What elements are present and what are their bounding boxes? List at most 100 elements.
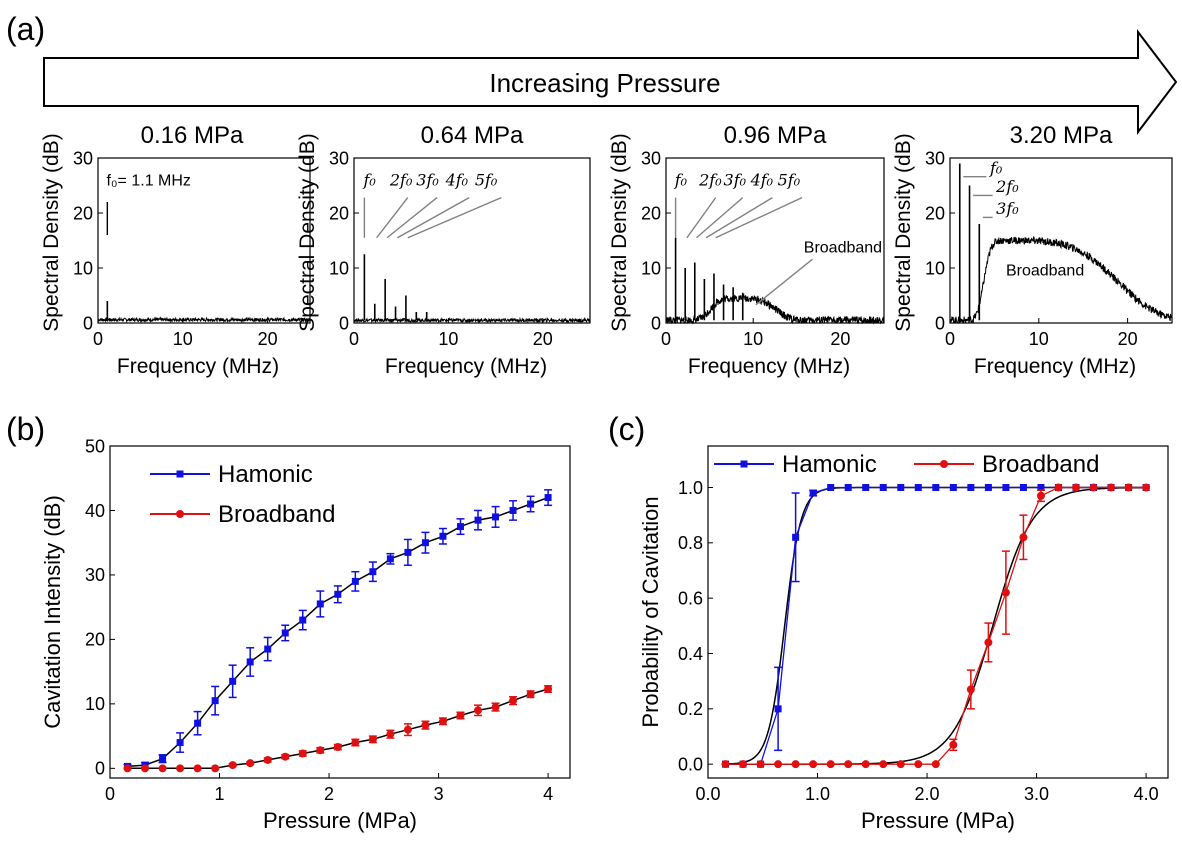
x-tick-label: 2.0 xyxy=(915,784,940,804)
data-point xyxy=(862,484,870,491)
data-point xyxy=(984,484,992,491)
annotation-leader xyxy=(715,196,803,239)
y-tick-label: 10 xyxy=(925,258,945,278)
y-tick-label: 0 xyxy=(95,759,105,779)
y-tick-label: 20 xyxy=(73,203,93,223)
x-tick-label: 20 xyxy=(258,329,278,349)
data-point xyxy=(792,533,800,541)
legend-marker xyxy=(940,460,948,468)
y-tick-label: 0.2 xyxy=(678,699,703,719)
y-tick-label: 30 xyxy=(641,148,661,168)
y-tick-label: 40 xyxy=(85,501,105,521)
series-line xyxy=(725,486,1147,765)
y-tick-label: 10 xyxy=(329,258,349,278)
data-point xyxy=(527,500,535,508)
data-point xyxy=(386,555,394,563)
plot-frame xyxy=(949,157,1173,324)
data-point xyxy=(159,755,167,763)
data-point xyxy=(544,685,553,694)
data-point xyxy=(403,725,412,734)
data-point xyxy=(1002,484,1010,491)
x-axis-label: Pressure (MPa) xyxy=(263,808,417,833)
data-point xyxy=(351,738,360,747)
data-point xyxy=(123,764,132,773)
y-axis-label: Spectral Density (dB) xyxy=(296,133,319,331)
x-tick-label: 0.0 xyxy=(695,784,720,804)
data-point xyxy=(263,755,272,764)
data-point xyxy=(299,616,307,624)
x-axis-label: Frequency (MHz) xyxy=(688,355,850,378)
plot-frame xyxy=(97,157,311,324)
harmonic-label: 3f₀ xyxy=(996,199,1019,218)
y-tick-label: 20 xyxy=(925,203,945,223)
data-point xyxy=(861,760,870,769)
data-point xyxy=(316,600,324,608)
data-point xyxy=(492,513,500,521)
data-point xyxy=(949,484,957,491)
data-point xyxy=(193,764,202,773)
y-tick-label: 20 xyxy=(329,203,349,223)
data-point xyxy=(774,705,782,713)
spectrum-trace xyxy=(353,316,591,324)
data-point xyxy=(281,629,289,637)
data-point xyxy=(176,764,185,773)
harmonic-label: 5f₀ xyxy=(778,171,801,190)
y-tick-label: 30 xyxy=(925,148,945,168)
data-point xyxy=(526,690,535,699)
data-point xyxy=(211,697,219,705)
x-tick-label: 20 xyxy=(1118,329,1138,349)
fit-curve xyxy=(127,688,549,770)
chart-title: 0.16 MPa xyxy=(141,122,244,149)
y-axis-label: Probability of Cavitation xyxy=(638,496,663,727)
data-point xyxy=(438,717,447,726)
data-point xyxy=(141,764,150,773)
data-point xyxy=(879,484,887,491)
harmonic-label: 2f₀ xyxy=(995,177,1019,196)
data-point xyxy=(1054,483,1063,492)
legend-label: Hamonic xyxy=(782,451,877,478)
x-tick-label: 10 xyxy=(743,329,763,349)
data-point xyxy=(809,489,817,497)
harmonic-label: 3f₀ xyxy=(724,171,747,190)
data-point xyxy=(931,760,940,769)
x-axis-label: Pressure (MPa) xyxy=(861,808,1015,833)
legend-marker xyxy=(740,460,748,468)
harmonic-label: f₀ xyxy=(989,158,1003,177)
spectrum-trace xyxy=(665,293,885,325)
data-point xyxy=(844,484,852,491)
legend-label: Broadband xyxy=(982,451,1099,478)
y-tick-label: 0.4 xyxy=(678,644,703,664)
x-tick-label: 3.0 xyxy=(1024,784,1049,804)
x-tick-label: 4 xyxy=(543,784,553,804)
data-point xyxy=(1072,483,1080,492)
data-point xyxy=(1089,483,1098,492)
panel-label-a: (a) xyxy=(6,11,45,47)
y-tick-label: 0 xyxy=(935,313,945,333)
data-point xyxy=(879,760,888,769)
data-point xyxy=(334,590,342,598)
harmonic-label: f₀ xyxy=(674,171,688,190)
fit-curve xyxy=(127,496,549,768)
harmonic-label: 3f₀ xyxy=(416,171,439,190)
data-point xyxy=(1124,483,1133,492)
annotation-leader xyxy=(755,258,813,306)
data-point xyxy=(1037,484,1045,491)
data-point xyxy=(509,506,517,514)
data-point xyxy=(932,484,940,491)
y-tick-label: 0.0 xyxy=(678,754,703,774)
y-tick-label: 1.0 xyxy=(678,478,703,498)
data-point xyxy=(421,721,430,730)
legend-label: Broadband xyxy=(218,501,335,528)
data-point xyxy=(194,719,202,727)
chart-spec3: 0 10 20 0 10 20 30 0.96 MPa Frequency (MHz) Spect… xyxy=(608,122,885,378)
data-point xyxy=(439,532,447,540)
data-point xyxy=(739,760,748,769)
annotation-leader xyxy=(397,196,470,239)
x-tick-label: 0 xyxy=(93,329,103,349)
data-point xyxy=(844,760,853,769)
legend-marker xyxy=(176,510,184,518)
data-point xyxy=(491,703,500,712)
spectrum-trace xyxy=(97,316,311,324)
y-tick-label: 0 xyxy=(339,313,349,333)
x-axis-label: Frequency (MHz) xyxy=(974,355,1136,378)
